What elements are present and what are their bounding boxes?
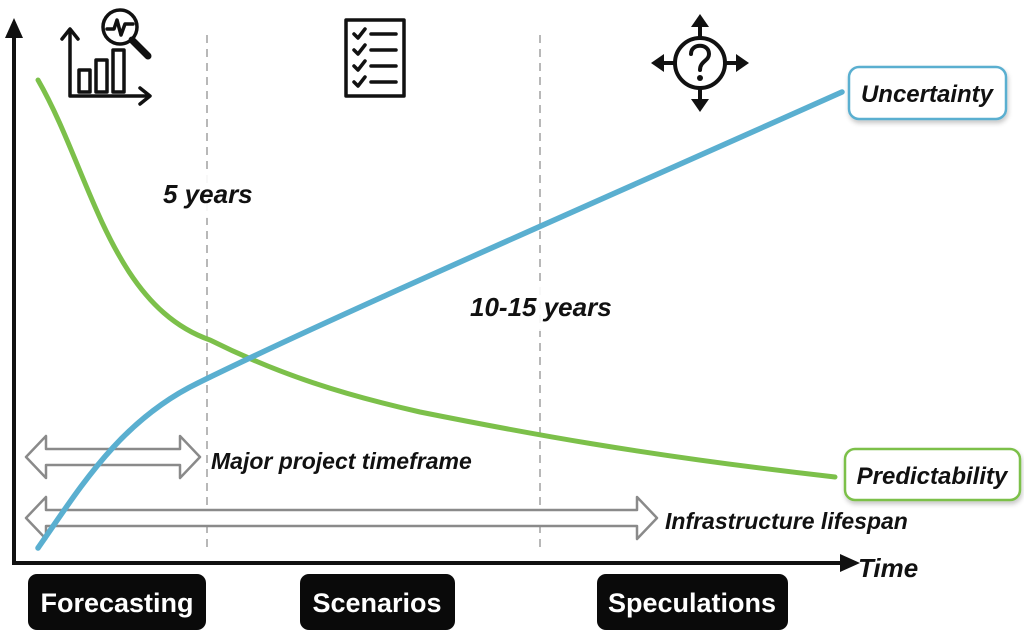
period-label-long-bg xyxy=(458,283,626,331)
x-axis-arrowhead xyxy=(840,554,860,572)
phase-speculations-box xyxy=(597,574,788,630)
predictability-callout-text: Predictability xyxy=(857,463,1009,490)
phase-scenarios-box xyxy=(300,574,455,630)
phase-forecasting: Forecasting xyxy=(28,574,206,630)
question-arrows-icon xyxy=(651,14,749,112)
period-label-short-text: 5 years xyxy=(163,179,253,209)
phase-forecasting-label: Forecasting xyxy=(40,588,193,618)
phase-scenarios-label: Scenarios xyxy=(312,588,441,618)
predictability-curve xyxy=(35,77,838,480)
period-label-long: 10-15 years xyxy=(458,283,626,331)
predictability-callout-box xyxy=(843,447,1022,502)
infrastructure-arrow-shape xyxy=(24,495,659,541)
infrastructure-lifespan-arrow xyxy=(24,495,659,541)
period-label-short-bg xyxy=(150,170,254,218)
checklist-icon xyxy=(344,18,406,98)
predictability-callout: Predictability xyxy=(843,447,1022,502)
phase-forecasting-box xyxy=(28,574,206,630)
chart-analysis-icon xyxy=(60,8,152,106)
phase-speculations: Speculations xyxy=(597,574,788,630)
x-axis-label: Time xyxy=(858,553,918,583)
infrastructure-lifespan-label: Infrastructure lifespan xyxy=(665,508,908,534)
y-axis-arrowhead xyxy=(5,18,23,38)
uncertainty-callout-text: Uncertainty xyxy=(861,81,995,108)
phase-scenarios: Scenarios xyxy=(300,574,455,630)
project-timeframe-label: Major project timeframe xyxy=(211,448,472,474)
phase-speculations-label: Speculations xyxy=(608,588,776,618)
uncertainty-callout: Uncertainty xyxy=(847,65,1008,121)
uncertainty-callout-box xyxy=(847,65,1008,121)
period-label-short: 5 years xyxy=(150,170,254,218)
uncertainty-curve xyxy=(35,89,845,551)
period-label-long-text: 10-15 years xyxy=(470,292,612,322)
axes: Time xyxy=(5,18,918,583)
project-arrow-shape xyxy=(24,434,202,480)
project-timeframe-arrow xyxy=(24,434,202,480)
